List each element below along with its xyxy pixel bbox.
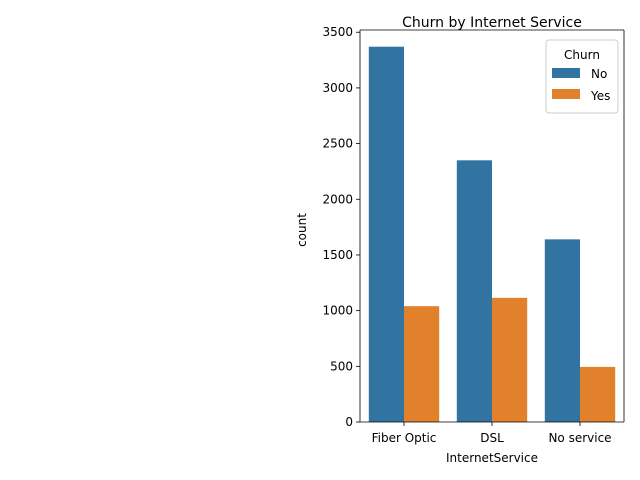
y-tick-label: 500 [330, 359, 353, 373]
bar-yes-fiber-optic [404, 306, 440, 422]
bar-no-dsl [456, 160, 492, 423]
y-tick-label: 3500 [322, 25, 353, 39]
legend: Churn No Yes [545, 39, 619, 114]
y-tick-label: 1500 [322, 248, 353, 262]
bar-no-fiber-optic [368, 46, 404, 422]
legend-label-no: No [591, 67, 607, 81]
y-tick-label: 0 [345, 415, 353, 429]
legend-swatch-no [552, 68, 580, 78]
chart-title: Churn by Internet Service [402, 15, 582, 31]
plot-area: 0 500 1000 1500 2000 2500 3000 3500 Fiber Optic D… [322, 25, 625, 445]
legend-swatch-yes [552, 89, 580, 99]
bar-yes-no-service [580, 366, 616, 423]
y-tick-label: 1000 [322, 304, 353, 318]
x-tick-label: No service [548, 431, 611, 445]
bar-yes-dsl [492, 297, 528, 422]
legend-title: Churn [564, 48, 600, 62]
x-axis-label: InternetService [446, 451, 538, 465]
bar-no-no-service [544, 239, 580, 422]
y-tick-label: 2500 [322, 137, 353, 151]
y-tick-label: 3000 [322, 81, 353, 95]
y-tick-label: 2000 [322, 192, 353, 206]
x-tick-label: DSL [480, 431, 504, 445]
x-tick-label: Fiber Optic [372, 431, 437, 445]
legend-label-yes: Yes [590, 89, 610, 103]
y-axis-label: count [295, 213, 309, 247]
